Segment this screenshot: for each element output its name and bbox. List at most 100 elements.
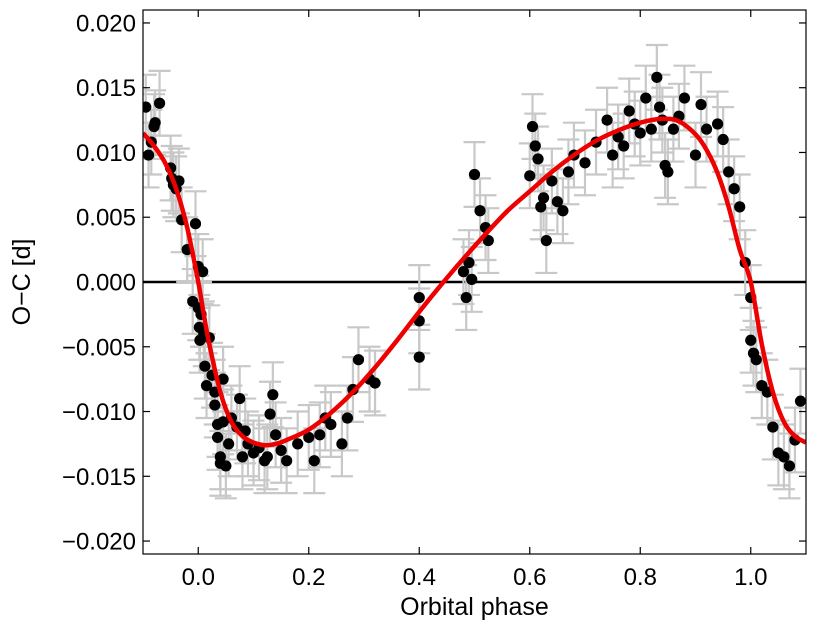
data-point — [537, 192, 550, 204]
data-point — [267, 389, 279, 401]
x-tick-label: 0.6 — [513, 564, 546, 591]
data-point — [640, 92, 652, 104]
y-tick-label: 0.000 — [76, 270, 136, 297]
data-point — [540, 234, 552, 247]
data-point — [667, 123, 680, 135]
data-point — [474, 205, 486, 217]
data-point — [734, 201, 746, 213]
data-point — [217, 373, 229, 385]
data-point — [562, 166, 575, 178]
data-point — [695, 98, 707, 111]
data-point — [341, 412, 354, 424]
data-point — [209, 399, 221, 411]
x-axis-label: Orbital phase — [400, 593, 549, 621]
y-tick-label: 0.005 — [76, 205, 136, 232]
data-point — [607, 149, 619, 161]
x-tick-label: 0.8 — [624, 564, 657, 591]
data-point — [579, 157, 591, 169]
data-point — [220, 460, 232, 472]
data-point — [211, 431, 224, 444]
data-point — [783, 460, 796, 472]
y-tick-label: 0.010 — [76, 140, 136, 167]
data-point — [281, 455, 293, 467]
data-point — [618, 140, 630, 152]
data-point — [275, 444, 287, 456]
data-point — [303, 431, 315, 444]
data-point — [529, 140, 541, 152]
data-point — [463, 256, 475, 269]
data-point — [778, 451, 790, 463]
data-point — [336, 438, 348, 450]
data-point — [557, 205, 569, 217]
x-tick-label: 1.0 — [734, 564, 767, 591]
y-tick-label: −0.010 — [62, 399, 136, 426]
data-point — [662, 166, 674, 178]
data-point — [234, 392, 246, 405]
data-point — [199, 360, 211, 372]
data-point — [717, 133, 729, 146]
model-curve-group — [143, 116, 806, 448]
data-point — [623, 105, 635, 117]
data-point — [143, 149, 155, 161]
y-tick-label: 0.015 — [76, 75, 136, 102]
data-point — [369, 377, 381, 389]
data-point — [413, 291, 425, 304]
data-point — [723, 166, 735, 178]
y-tick-label: −0.015 — [62, 464, 136, 491]
data-point — [314, 429, 326, 441]
data-point — [143, 101, 152, 113]
data-point — [153, 97, 166, 109]
y-tick-label: 0.020 — [76, 10, 136, 37]
y-axis-label: O−C [d] — [8, 239, 36, 326]
data-point — [601, 114, 613, 126]
data-point — [468, 168, 481, 181]
data-point — [457, 266, 470, 278]
data-point — [651, 71, 663, 83]
data-point — [482, 234, 494, 247]
data-point — [728, 183, 740, 195]
data-point — [524, 170, 536, 182]
x-tick-label: 0.2 — [292, 564, 325, 591]
data-point — [149, 117, 161, 129]
data-point — [325, 418, 337, 431]
data-point — [261, 451, 273, 463]
data-point — [308, 455, 320, 467]
data-point — [634, 127, 646, 139]
y-tick-label: −0.005 — [62, 334, 136, 361]
data-point — [612, 131, 624, 143]
data-point — [526, 120, 539, 133]
model-curve — [143, 116, 806, 448]
x-tick-label: 0.4 — [403, 564, 436, 591]
data-point — [236, 451, 249, 463]
y-ticks-group: 0.020 0.015 0.010 0.005 0.000 −0.005 −0.010 −0.… — [62, 10, 806, 556]
data-point — [767, 421, 779, 433]
data-point — [270, 429, 282, 441]
data-point — [712, 118, 724, 130]
data-point — [700, 123, 713, 135]
data-point — [292, 438, 304, 450]
data-point — [653, 101, 666, 113]
data-point — [223, 438, 235, 450]
data-point — [200, 380, 213, 392]
data-point — [532, 153, 544, 165]
data-point — [264, 408, 276, 420]
data-point — [645, 123, 657, 135]
data-point — [189, 218, 202, 230]
data-point — [794, 395, 806, 407]
x-ticks-group: 0.0 0.2 0.4 0.6 0.8 1.0 — [182, 10, 767, 591]
data-point — [750, 354, 762, 366]
data-point — [460, 291, 472, 304]
data-point — [678, 92, 691, 104]
y-tick-label: −0.020 — [62, 529, 136, 556]
data-point — [466, 273, 478, 286]
data-point — [551, 196, 563, 208]
data-point — [689, 149, 702, 161]
data-point — [745, 334, 757, 346]
data-point — [352, 354, 365, 366]
x-tick-label: 0.0 — [182, 564, 215, 591]
data-point — [413, 351, 425, 363]
data-point — [546, 175, 558, 187]
data-point — [535, 201, 547, 213]
data-point — [197, 266, 209, 278]
